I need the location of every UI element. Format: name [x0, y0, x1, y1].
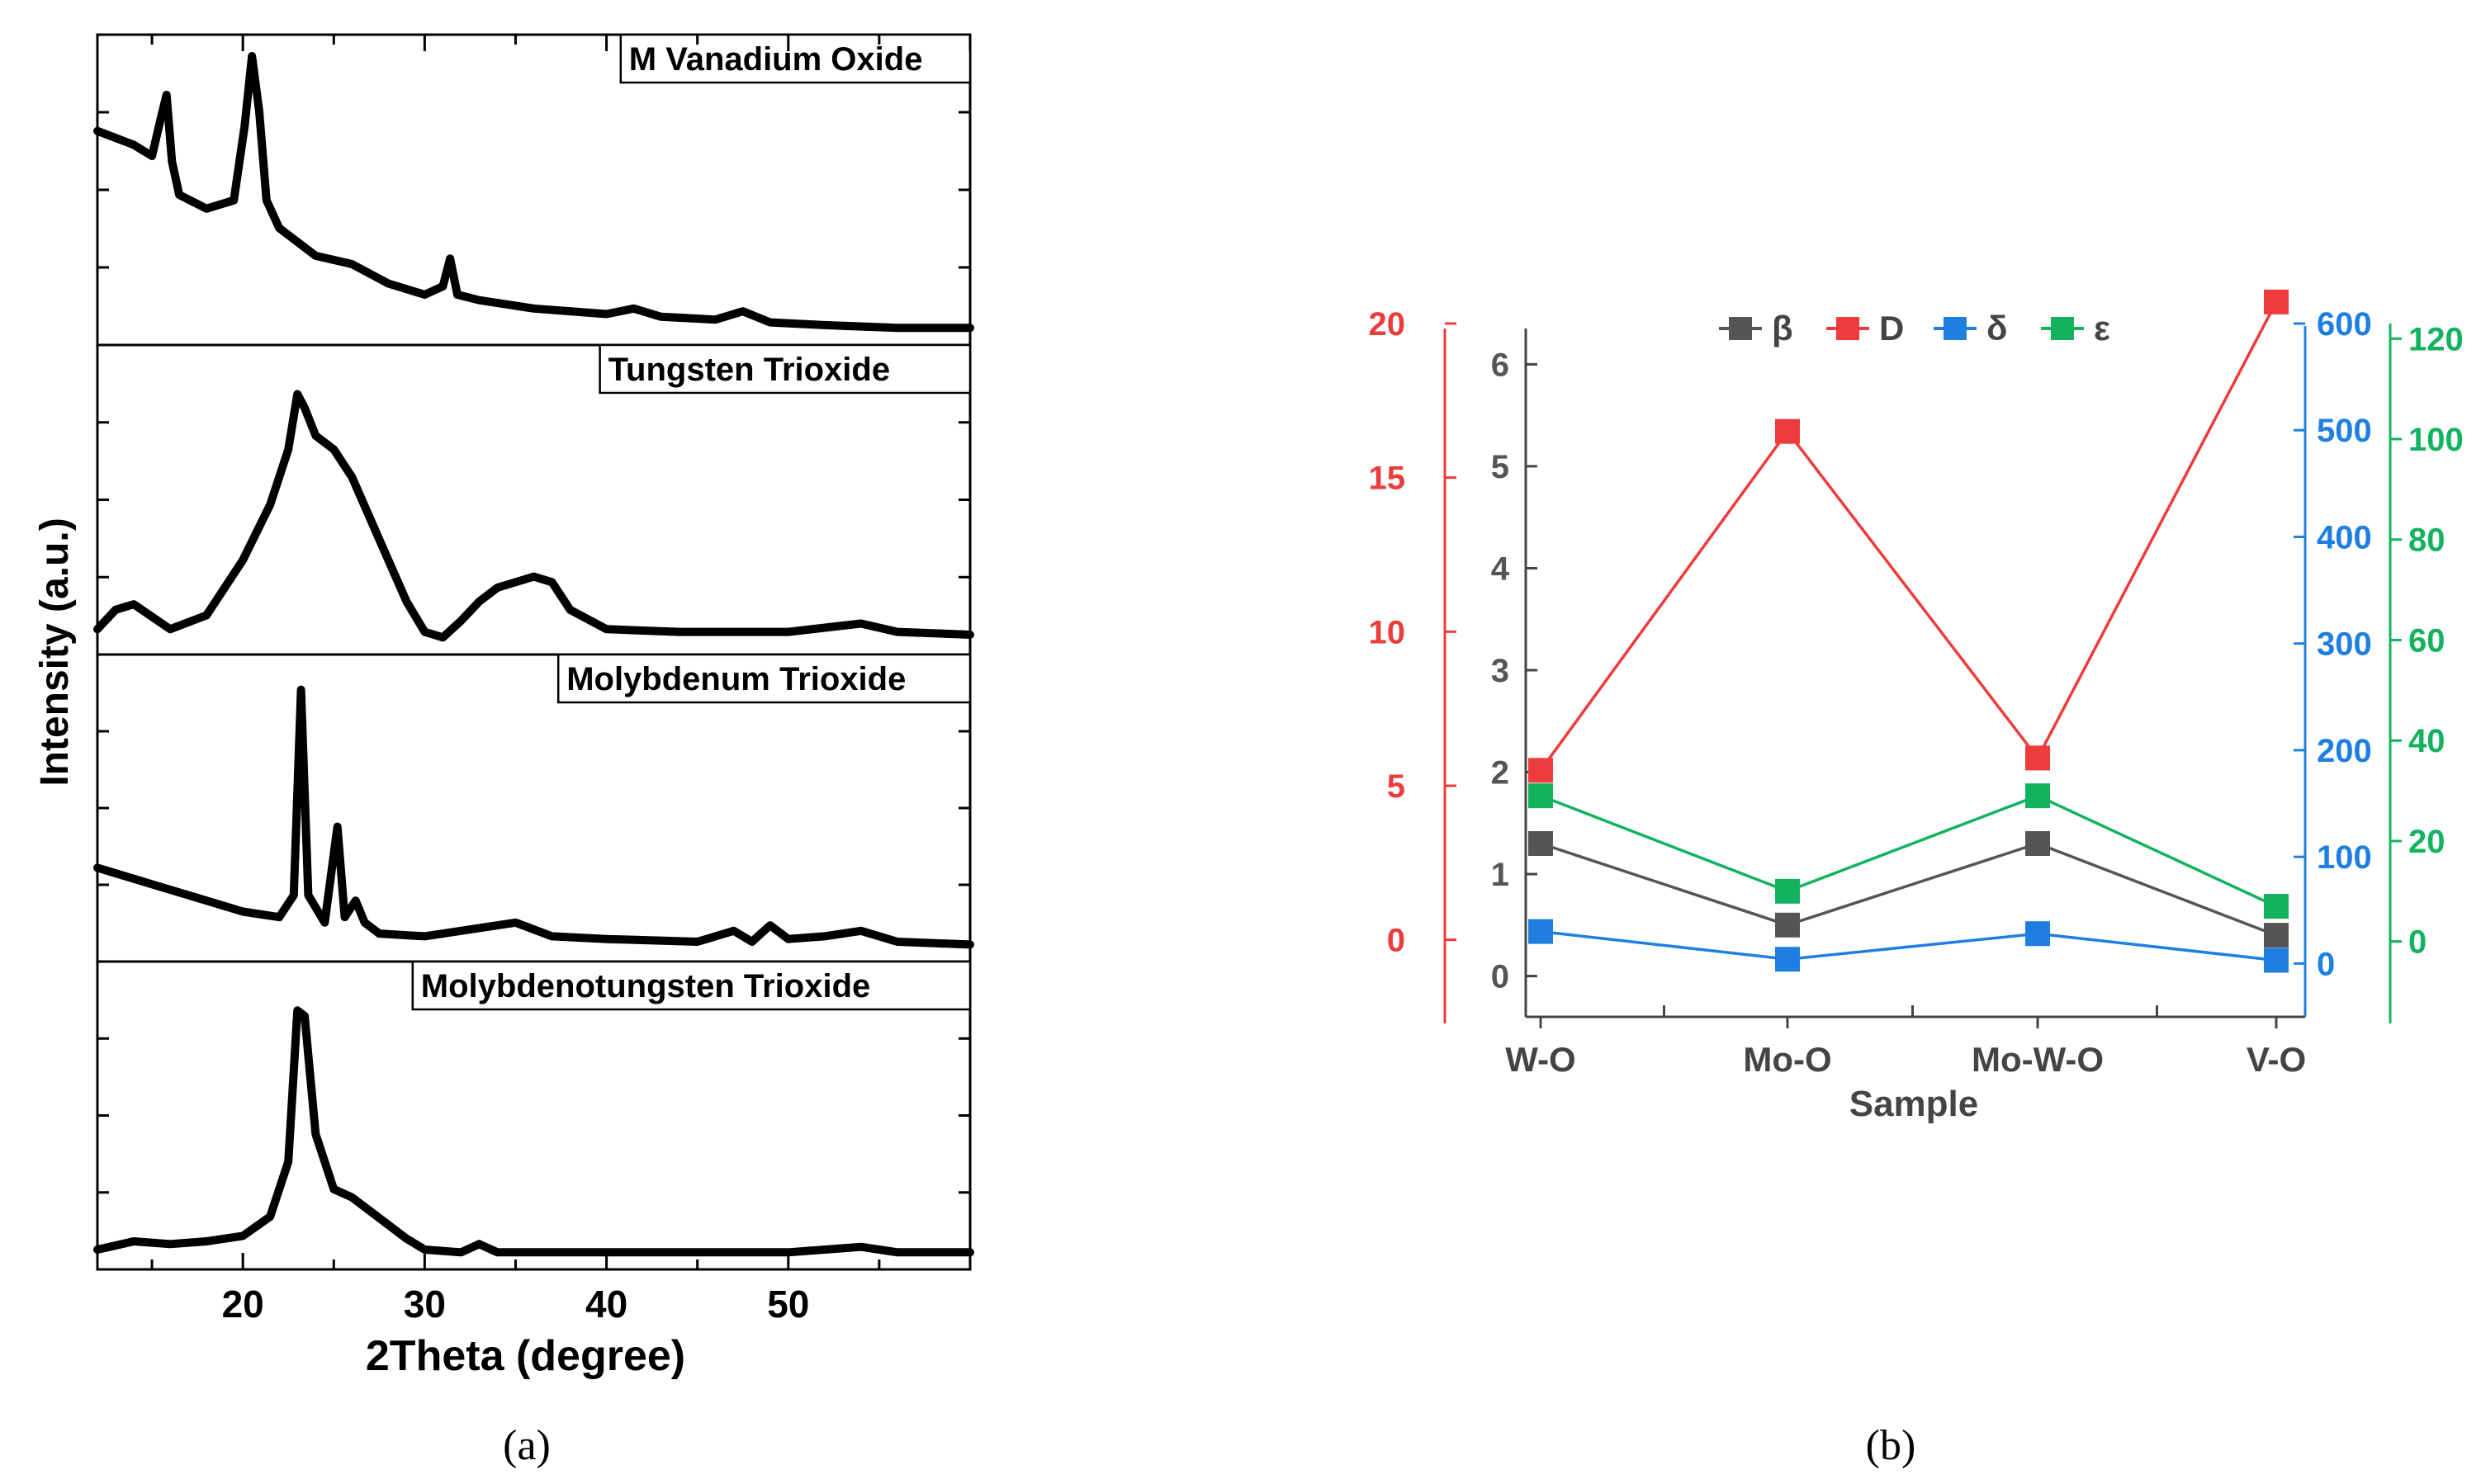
pattern-label-box	[556, 653, 972, 704]
delta-axis-tick-label: 100	[2317, 839, 2372, 876]
panel-a: M Vanadium Oxide Tungsten Trioxide Molybde…	[33, 33, 974, 1380]
pattern-label: Molybdenum Trioxide	[566, 661, 906, 697]
xrd-pattern-line	[93, 390, 974, 642]
x-tick-label: 20	[222, 1283, 264, 1326]
series-marker	[1775, 878, 1800, 904]
series-marker	[1775, 912, 1800, 938]
epsilon-axis-tick-label: 100	[2408, 422, 2464, 458]
pattern-label-box	[411, 960, 972, 1011]
plot-frame	[96, 33, 972, 1271]
series-marker	[1528, 831, 1553, 856]
epsilon-axis-tick-label: 60	[2408, 622, 2445, 659]
d-axis-tick-label: 20	[1369, 306, 1406, 343]
series-marker	[1528, 758, 1553, 783]
epsilon-axis-tick-label: 80	[2408, 522, 2445, 559]
series-marker	[2264, 289, 2289, 314]
legend-label: β	[1772, 309, 1793, 347]
beta-axis-tick-label: 6	[1491, 347, 1509, 383]
beta-axis-tick-label: 1	[1491, 857, 1509, 893]
legend-marker	[1729, 317, 1752, 340]
legend-label: δ	[1986, 309, 2007, 347]
series-line	[1539, 301, 2278, 772]
epsilon-axis-tick-label: 0	[2408, 924, 2427, 961]
series-marker	[2264, 948, 2289, 973]
caption-b: (b)	[1866, 1422, 1916, 1469]
pattern-label: Molybdenotungsten Trioxide	[421, 968, 870, 1004]
delta-axis-tick-label: 200	[2317, 733, 2372, 769]
epsilon-axis-tick-label: 20	[2408, 824, 2445, 860]
x-tick-label: W-O	[1505, 1040, 1575, 1079]
series-marker	[2264, 923, 2289, 948]
pattern-label: M Vanadium Oxide	[629, 41, 923, 78]
series-marker	[1775, 947, 1800, 972]
x-axis-label: Sample	[1849, 1084, 1979, 1124]
series-marker	[2025, 783, 2050, 809]
epsilon-axis-tick-label: 40	[2408, 723, 2445, 759]
panel-b: 0123456051015200100200300400500600020406…	[1369, 289, 2464, 1124]
xrd-pattern-line	[93, 1006, 974, 1257]
legend-marker	[1836, 317, 1859, 340]
x-tick-label: 40	[585, 1283, 627, 1326]
pattern-label-box	[619, 33, 972, 84]
series-line	[1540, 929, 2277, 962]
beta-axis-tick-label: 3	[1491, 653, 1509, 689]
beta-axis-tick-label: 4	[1491, 551, 1510, 587]
caption-a: (a)	[503, 1422, 551, 1469]
legend-marker	[1944, 317, 1967, 340]
series-marker	[2264, 894, 2289, 919]
delta-axis-tick-label: 0	[2317, 946, 2335, 982]
beta-axis-tick-label: 5	[1491, 449, 1509, 485]
series-marker	[1528, 919, 1553, 944]
d-axis-tick-label: 5	[1387, 768, 1405, 805]
series-marker	[2025, 921, 2050, 947]
x-axis-label: 2Theta (degree)	[366, 1332, 685, 1380]
d-axis-tick-label: 0	[1387, 923, 1405, 959]
x-tick-label: 50	[767, 1283, 809, 1326]
delta-axis-tick-label: 500	[2317, 413, 2372, 449]
series-marker	[2025, 745, 2050, 771]
series-line	[1540, 842, 2277, 937]
d-axis-tick-label: 10	[1369, 614, 1406, 650]
beta-axis-tick-label: 2	[1491, 755, 1509, 792]
delta-axis-tick-label: 600	[2317, 306, 2372, 343]
series-marker	[1775, 418, 1800, 444]
epsilon-axis-tick-label: 120	[2408, 321, 2464, 357]
d-axis-tick-label: 15	[1369, 461, 1406, 497]
series-marker	[1528, 783, 1553, 809]
legend-label: ε	[2094, 309, 2110, 347]
pattern-label: Tungsten Trioxide	[608, 352, 891, 388]
x-tick-label: Mo-W-O	[1972, 1040, 2104, 1079]
xrd-pattern-line	[93, 52, 974, 333]
x-tick-label: 30	[404, 1283, 446, 1326]
delta-axis-tick-label: 300	[2317, 626, 2372, 663]
x-tick-label: V-O	[2247, 1040, 2306, 1079]
series-marker	[2025, 831, 2050, 856]
beta-axis-tick-label: 0	[1491, 959, 1509, 995]
xrd-pattern-line	[93, 685, 974, 949]
delta-axis-tick-label: 400	[2317, 519, 2372, 555]
x-tick-label: Mo-O	[1743, 1040, 1831, 1079]
series-line	[1540, 794, 2277, 908]
legend-marker	[2051, 317, 2074, 340]
y-axis-label: Intensity (a.u.)	[33, 518, 77, 786]
pattern-label-box	[599, 343, 972, 395]
legend-label: D	[1879, 309, 1904, 347]
